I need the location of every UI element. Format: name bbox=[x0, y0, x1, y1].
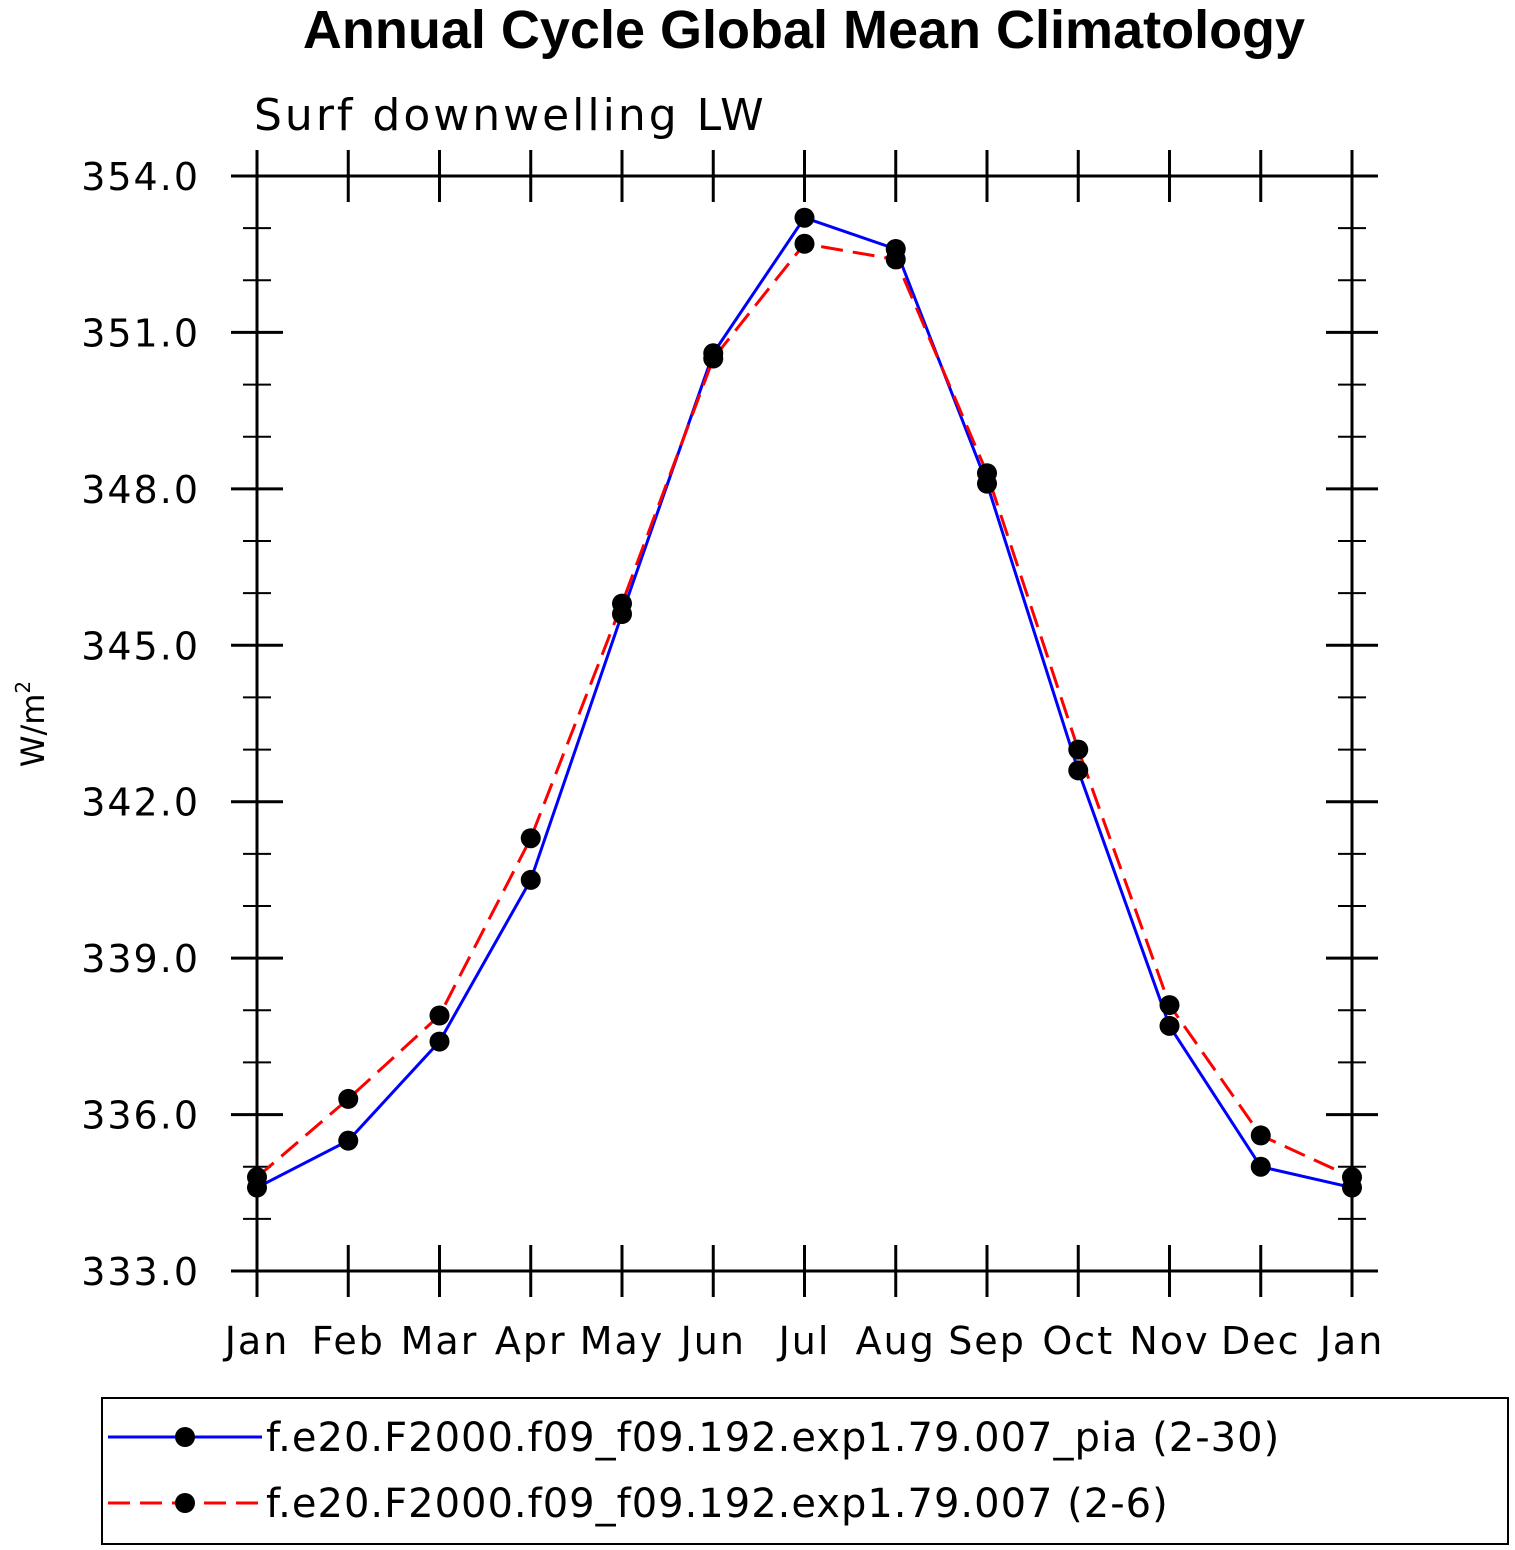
y-tick-label: 333.0 bbox=[81, 1250, 200, 1294]
x-tick-label: Jan bbox=[223, 1319, 290, 1363]
x-tick-label: Jul bbox=[777, 1319, 831, 1363]
x-tick-label: Oct bbox=[1042, 1319, 1114, 1363]
y-tick-label: 354.0 bbox=[81, 155, 200, 199]
x-tick-label: Jun bbox=[679, 1319, 746, 1363]
series-2-point bbox=[977, 463, 997, 484]
series-2-point bbox=[612, 593, 632, 614]
x-tick-label: Mar bbox=[401, 1319, 479, 1363]
y-tick-label: 351.0 bbox=[81, 311, 200, 355]
series-2-point bbox=[1159, 995, 1180, 1016]
series-2-point bbox=[885, 249, 906, 270]
y-axis-label-superscript: 2 bbox=[11, 681, 35, 694]
x-tick-label: May bbox=[580, 1319, 665, 1363]
y-tick-label: 345.0 bbox=[81, 624, 200, 668]
x-tick-label: Aug bbox=[856, 1319, 936, 1363]
y-tick-label: 342.0 bbox=[81, 781, 200, 825]
chart-subtitle: Surf downwelling LW bbox=[254, 90, 767, 141]
series-1-point bbox=[1250, 1156, 1271, 1177]
series-1-point bbox=[338, 1130, 359, 1151]
series-2-point bbox=[1068, 739, 1089, 760]
series-1-point bbox=[1159, 1015, 1180, 1036]
x-tick-label: Dec bbox=[1221, 1319, 1301, 1363]
series-1-point bbox=[794, 207, 815, 228]
x-tick-labels: Jan Feb Mar Apr May Jun Jul Aug Sep Oct Nov Dec Jan bbox=[223, 1319, 1385, 1363]
x-tick-label: Apr bbox=[495, 1319, 567, 1363]
legend-marker-2 bbox=[175, 1493, 195, 1513]
series-2-point bbox=[703, 348, 724, 369]
y-tick-label: 339.0 bbox=[81, 937, 200, 981]
legend-label-2: f.e20.F2000.f09_f09.192.exp1.79.007 (2-6… bbox=[266, 1481, 1169, 1527]
series-2-point bbox=[429, 1005, 450, 1026]
legend-label-1: f.e20.F2000.f09_f09.192.exp1.79.007_pia … bbox=[266, 1415, 1280, 1461]
series-layer bbox=[247, 207, 1362, 1198]
y-tick-label: 348.0 bbox=[81, 468, 200, 512]
series-2-point bbox=[1342, 1167, 1362, 1188]
y-axis-label: W/m2 bbox=[11, 681, 52, 767]
legend-marker-1 bbox=[175, 1427, 195, 1447]
y-tick-label: 336.0 bbox=[81, 1094, 200, 1138]
axis-ticks bbox=[231, 150, 1378, 1297]
y-axis-label-main: W/m bbox=[14, 694, 52, 768]
series-1-point bbox=[429, 1031, 450, 1052]
series-1-point bbox=[520, 869, 541, 890]
legend: f.e20.F2000.f09_f09.192.exp1.79.007_pia … bbox=[108, 1415, 1280, 1527]
x-tick-label: Sep bbox=[948, 1319, 1026, 1363]
y-tick-labels: 333.0 336.0 339.0 342.0 345.0 348.0 351.0 354.0 bbox=[81, 155, 200, 1294]
series-line-2 bbox=[256, 242, 1353, 1179]
x-tick-label: Nov bbox=[1129, 1319, 1209, 1363]
plot-frame bbox=[255, 174, 1354, 1273]
x-tick-label: Jan bbox=[1318, 1319, 1385, 1363]
series-2-point bbox=[247, 1167, 267, 1188]
series-2-point bbox=[338, 1088, 359, 1109]
series-2-point bbox=[794, 233, 815, 254]
x-tick-label: Feb bbox=[312, 1319, 385, 1363]
series-2-point bbox=[520, 828, 541, 849]
legend-box bbox=[101, 1397, 1509, 1545]
chart-title: Annual Cycle Global Mean Climatology bbox=[303, 0, 1305, 60]
series-line-1 bbox=[256, 215, 1353, 1190]
series-2-point bbox=[1250, 1125, 1271, 1146]
series-1-point bbox=[1068, 760, 1089, 781]
